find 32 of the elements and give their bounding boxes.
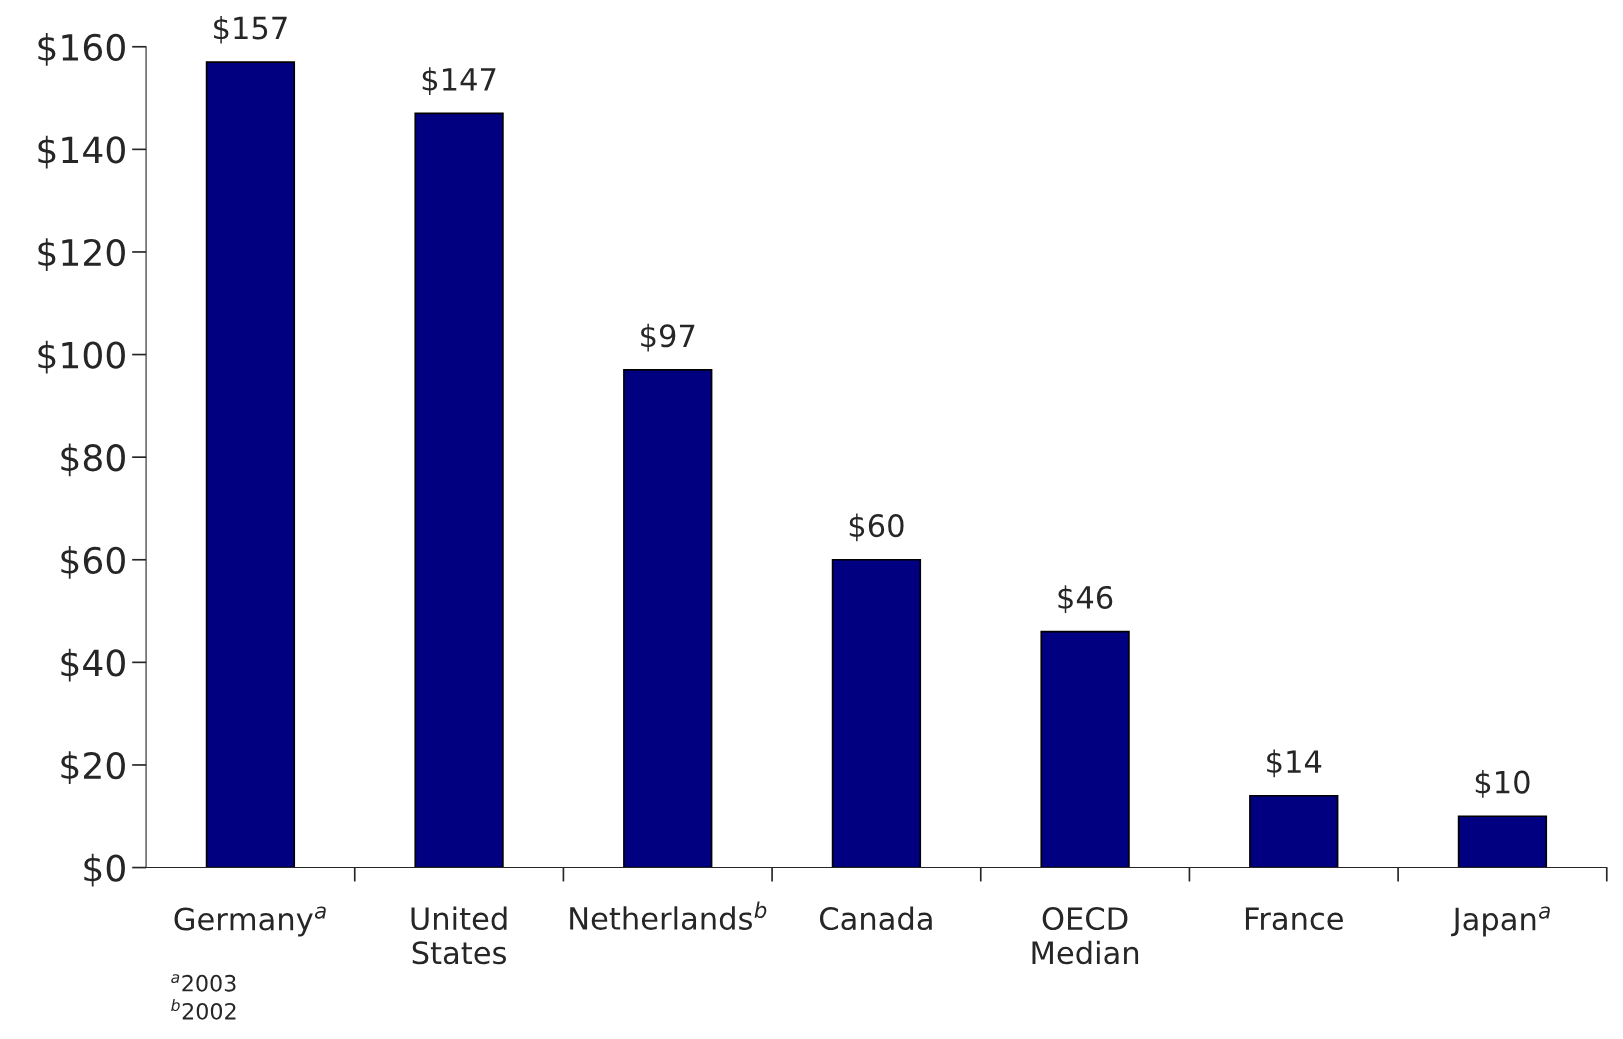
bar	[623, 369, 713, 868]
y-tick-label: $120	[38, 238, 125, 271]
data-label: $97	[641, 323, 695, 352]
y-tick-label: $40	[61, 648, 125, 682]
x-tick-label: Canada	[820, 906, 932, 931]
text: $^{b}$2002	[171, 999, 236, 1020]
x-tick-label: United States	[411, 906, 507, 965]
y-tick-label: $140	[38, 135, 125, 169]
data-label: $46	[1058, 585, 1113, 614]
y-tick-label: $80	[61, 443, 125, 477]
bar	[414, 112, 504, 868]
data-label: $147	[422, 67, 496, 95]
text: $^{a}$2003	[171, 974, 236, 992]
bar	[1249, 794, 1339, 868]
x-tick-label: Netherlands$^{b}$	[570, 901, 767, 930]
data-label: $14	[1267, 749, 1322, 778]
x-tick-label: France	[1245, 907, 1343, 931]
bar	[831, 558, 922, 868]
bar	[1040, 630, 1130, 868]
bar	[1457, 815, 1548, 868]
data-label: $10	[1475, 770, 1530, 798]
y-tick-label: $100	[38, 340, 125, 374]
y-tick-label: $60	[61, 546, 125, 579]
y-tick-label: $20	[61, 751, 125, 784]
y-tick-label: $0	[84, 853, 125, 887]
x-tick-label: Japan$^{a}$	[1451, 906, 1550, 937]
x-tick-label: Germany$^{a}$	[174, 906, 326, 937]
data-label: $60	[849, 513, 904, 542]
bar	[205, 61, 296, 868]
data-label: $157	[214, 15, 287, 44]
x-tick-label: OECD Median	[1032, 906, 1139, 965]
y-tick-label: $160	[38, 33, 125, 66]
